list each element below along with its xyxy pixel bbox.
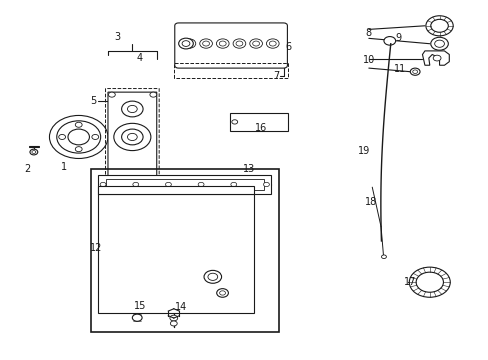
- Bar: [98, 194, 254, 313]
- Circle shape: [68, 129, 89, 145]
- Circle shape: [178, 38, 193, 49]
- Circle shape: [122, 129, 143, 145]
- Circle shape: [231, 120, 237, 124]
- Circle shape: [150, 185, 157, 190]
- Circle shape: [122, 101, 143, 117]
- Text: 10: 10: [362, 55, 374, 65]
- Circle shape: [202, 41, 209, 46]
- Circle shape: [170, 321, 177, 326]
- Circle shape: [266, 39, 279, 48]
- Circle shape: [425, 16, 452, 36]
- Circle shape: [100, 182, 106, 186]
- Circle shape: [75, 122, 82, 127]
- Text: 7: 7: [272, 71, 279, 81]
- Circle shape: [383, 37, 395, 45]
- Circle shape: [57, 121, 101, 153]
- Text: 2: 2: [24, 164, 31, 174]
- Circle shape: [252, 41, 259, 46]
- Bar: [229, 113, 288, 131]
- Bar: [105, 179, 264, 190]
- Circle shape: [233, 39, 245, 48]
- Circle shape: [381, 255, 386, 258]
- Circle shape: [216, 289, 228, 297]
- Circle shape: [430, 19, 447, 32]
- Text: 17: 17: [403, 277, 416, 287]
- Text: 11: 11: [394, 64, 406, 74]
- Text: 16: 16: [255, 123, 267, 133]
- Circle shape: [434, 40, 444, 47]
- Circle shape: [236, 41, 243, 46]
- Text: 12: 12: [89, 243, 102, 253]
- Text: 4: 4: [136, 53, 142, 63]
- Circle shape: [412, 70, 417, 73]
- Circle shape: [230, 182, 236, 186]
- Circle shape: [203, 270, 221, 283]
- Text: 13: 13: [243, 164, 255, 174]
- Bar: [98, 175, 271, 194]
- Circle shape: [59, 134, 65, 139]
- Circle shape: [216, 39, 228, 48]
- Bar: [91, 169, 278, 332]
- Circle shape: [183, 39, 195, 48]
- Polygon shape: [108, 92, 157, 191]
- Circle shape: [32, 150, 36, 153]
- FancyBboxPatch shape: [174, 23, 287, 68]
- Circle shape: [114, 123, 151, 150]
- Circle shape: [108, 185, 115, 190]
- Circle shape: [127, 134, 137, 140]
- Circle shape: [409, 68, 419, 75]
- Circle shape: [269, 41, 276, 46]
- Polygon shape: [422, 51, 448, 65]
- Circle shape: [127, 105, 137, 113]
- Circle shape: [150, 92, 157, 97]
- Circle shape: [199, 39, 212, 48]
- Circle shape: [408, 267, 449, 297]
- Circle shape: [219, 41, 226, 46]
- Text: 15: 15: [133, 301, 145, 311]
- Circle shape: [30, 149, 38, 155]
- Circle shape: [132, 314, 142, 321]
- Circle shape: [207, 273, 217, 280]
- Circle shape: [165, 182, 171, 186]
- Circle shape: [219, 291, 225, 295]
- Circle shape: [185, 41, 192, 46]
- Text: 19: 19: [357, 146, 369, 156]
- Text: 1: 1: [61, 162, 67, 172]
- Text: 18: 18: [365, 197, 377, 207]
- Text: 9: 9: [394, 33, 400, 43]
- Circle shape: [169, 315, 177, 321]
- Text: 5: 5: [90, 96, 96, 106]
- Circle shape: [108, 92, 115, 97]
- Circle shape: [249, 39, 262, 48]
- Circle shape: [49, 116, 108, 158]
- Circle shape: [415, 272, 443, 292]
- Text: 14: 14: [175, 302, 187, 312]
- Text: 3: 3: [114, 32, 121, 41]
- Circle shape: [133, 182, 139, 186]
- Circle shape: [75, 147, 82, 152]
- Circle shape: [263, 182, 269, 186]
- Circle shape: [430, 37, 447, 50]
- Text: 6: 6: [285, 42, 291, 52]
- Circle shape: [198, 182, 203, 186]
- Circle shape: [92, 134, 99, 139]
- Circle shape: [432, 55, 440, 61]
- Bar: [98, 186, 254, 194]
- Text: 8: 8: [365, 28, 371, 38]
- Circle shape: [182, 41, 189, 46]
